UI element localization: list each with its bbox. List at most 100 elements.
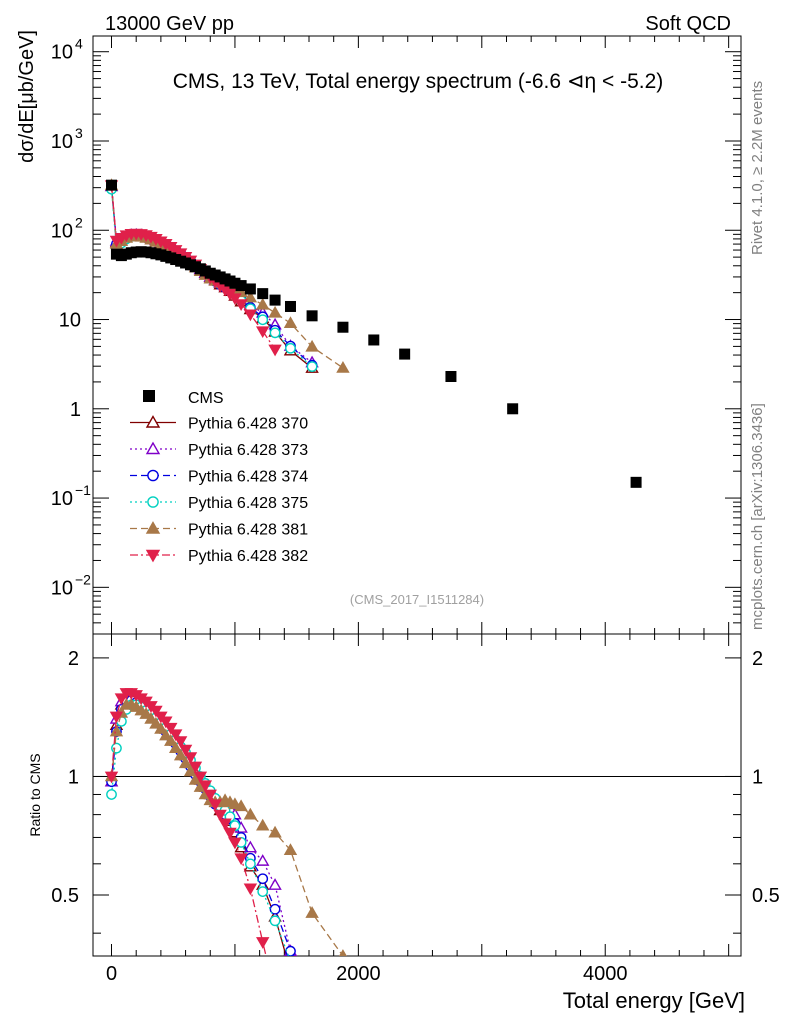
y-tick-label: 10 xyxy=(51,220,73,242)
ratio-point xyxy=(109,711,124,724)
ratio-point xyxy=(114,693,129,706)
series-point xyxy=(268,344,282,357)
ratio-point xyxy=(269,903,281,915)
ratio-plot xyxy=(104,688,347,1011)
cms-point xyxy=(106,179,118,191)
y-tick-label: 10 xyxy=(59,310,81,332)
rivet-label: Rivet 4.1.0, ≥ 2.2M events xyxy=(749,81,766,255)
ratio-point xyxy=(183,752,198,764)
ratio-point xyxy=(256,937,270,949)
ratio-point xyxy=(307,996,316,1005)
series-point xyxy=(336,361,350,373)
ratio-point xyxy=(109,724,124,737)
ratio-tick-label: 2 xyxy=(68,648,79,670)
ratio-point xyxy=(106,789,117,800)
x-tick-label: 0 xyxy=(106,963,117,985)
ratio-point xyxy=(168,741,183,753)
ratio-point xyxy=(244,858,256,870)
ratio-point xyxy=(164,722,178,735)
main-plot xyxy=(104,178,642,488)
cms-point xyxy=(229,277,241,289)
main-frame xyxy=(92,35,742,635)
ratio-point xyxy=(159,728,173,741)
cms-point xyxy=(399,348,411,360)
chart-title: CMS, 13 TeV, Total energy spectrum (-6.6… xyxy=(173,70,664,93)
ratio-tick-label: 0.5 xyxy=(51,885,79,907)
legend-label: Pythia 6.428 381 xyxy=(188,522,308,539)
y-tick-label: 10 xyxy=(51,577,73,599)
ratio-point xyxy=(154,722,168,734)
ratio-point xyxy=(223,827,237,840)
cms-point xyxy=(284,300,296,312)
series-point xyxy=(306,361,318,372)
legend: CMS Pythia 6.428 370 Pythia 6.428 373 Pythi… xyxy=(130,390,308,565)
cms-point xyxy=(445,370,457,382)
series-point xyxy=(269,327,281,339)
y-tick-label: 10 xyxy=(51,131,73,153)
ratio-point xyxy=(307,1001,318,1011)
ratio-point xyxy=(243,807,258,820)
series-point xyxy=(257,314,269,326)
legend-label: Pythia 6.428 373 xyxy=(188,442,308,459)
y-tick-exponent: 3 xyxy=(75,125,83,141)
cms-point xyxy=(337,321,349,333)
ratio-tick-label-right: 0.5 xyxy=(752,885,780,907)
series-point xyxy=(285,342,296,354)
ratio-point xyxy=(307,977,318,987)
ratio-point xyxy=(218,818,232,831)
ratio-y-axis-label: Ratio to CMS xyxy=(27,753,43,836)
ratio-point xyxy=(268,878,282,890)
series-point xyxy=(234,299,248,312)
y-tick-label: 10 xyxy=(51,42,73,64)
series-point xyxy=(228,293,242,306)
ratio-point xyxy=(144,711,158,724)
ratio-tick-label-right: 1 xyxy=(752,766,763,788)
ratio-point xyxy=(228,837,242,850)
series-point xyxy=(268,305,282,318)
ratio-tick-label-right: 2 xyxy=(752,648,763,670)
ratio-point xyxy=(338,949,347,956)
legend-marker xyxy=(147,496,159,508)
ratio-point xyxy=(243,840,258,853)
ratio-point xyxy=(307,989,316,998)
legend-label: Pythia 6.428 375 xyxy=(188,495,308,512)
legend-marker xyxy=(145,521,161,534)
cms-point xyxy=(630,476,642,488)
ratio-point xyxy=(285,945,296,956)
x-tick-label: 4000 xyxy=(583,963,628,985)
cms-point xyxy=(244,283,256,295)
mcplots-label: mcplots.cern.ch [arXiv:1306.3436] xyxy=(749,403,766,630)
ratio-point xyxy=(149,716,163,729)
ratio-point xyxy=(305,906,319,918)
ratio-point xyxy=(256,854,270,866)
ratio-point xyxy=(159,716,173,729)
y-tick-exponent: −2 xyxy=(75,571,91,587)
ratio-series-line xyxy=(110,697,287,956)
legend-marker xyxy=(145,549,161,563)
x-axis-label: Total energy [GeV] xyxy=(563,988,745,1013)
analysis-id: (CMS_2017_I1511284) xyxy=(350,592,484,607)
series-point xyxy=(243,309,258,322)
ratio-point xyxy=(183,764,198,777)
cms-point xyxy=(507,403,519,415)
cms-point xyxy=(269,294,281,306)
legend-marker xyxy=(145,415,161,428)
ratio-point xyxy=(111,742,122,754)
ratio-point xyxy=(268,825,282,838)
y-tick-exponent: 2 xyxy=(75,214,83,230)
ratio-series-1 xyxy=(104,689,318,987)
ratio-point xyxy=(269,915,281,927)
ratio-point xyxy=(198,780,213,793)
ratio-point xyxy=(164,734,178,746)
legend-label-cms: CMS xyxy=(188,390,224,407)
ratio-point xyxy=(188,761,203,774)
ratio-point xyxy=(285,966,296,976)
y-tick-exponent: 4 xyxy=(75,36,83,52)
ratio-point xyxy=(257,873,269,885)
ratio-point xyxy=(193,771,208,784)
legend-label: Pythia 6.428 374 xyxy=(188,469,308,486)
ratio-point xyxy=(288,955,293,956)
ratio-point xyxy=(173,736,188,748)
ratio-point xyxy=(208,799,222,812)
